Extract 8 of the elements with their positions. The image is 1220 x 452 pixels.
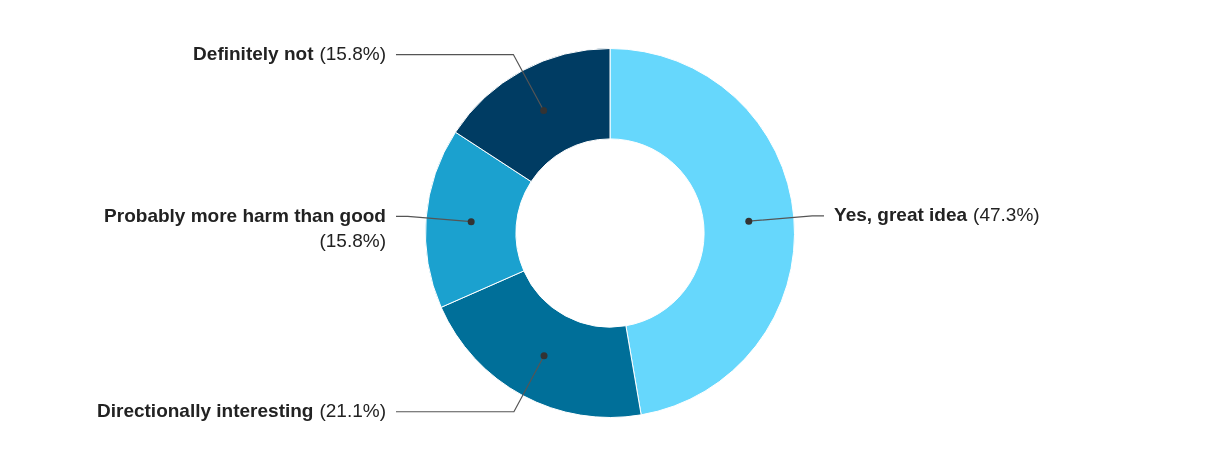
data-label: (15.8%)	[319, 229, 386, 251]
slice-label: Yes, great idea	[834, 204, 968, 226]
data-label: (47.3%)	[973, 204, 1040, 226]
slice-label: Probably more harm than good	[104, 204, 386, 226]
data-label: (21.1%)	[319, 399, 386, 421]
data-label: (15.8%)	[319, 42, 386, 64]
slice-label: Directionally interesting	[97, 399, 314, 421]
slice-label: Definitely not	[193, 42, 315, 64]
